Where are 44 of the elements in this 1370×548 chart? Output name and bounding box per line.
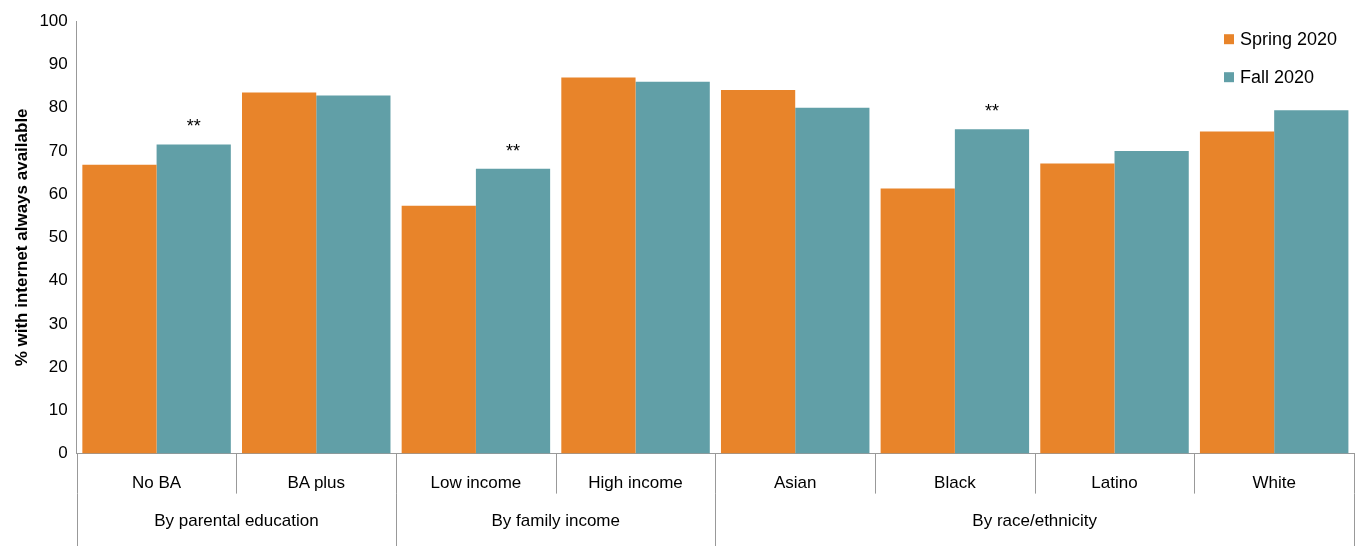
y-tick-label: 10	[48, 400, 68, 420]
bar	[635, 81, 710, 454]
bar	[795, 107, 870, 454]
bar	[1274, 110, 1349, 454]
y-tick-label: 0	[58, 443, 68, 463]
y-tick-label: 40	[48, 270, 68, 290]
bar	[316, 95, 391, 454]
bar	[561, 77, 636, 454]
text: By race/ethnicity	[972, 511, 1098, 531]
annotation: **	[186, 116, 201, 137]
y-axis-title: % with internet always available	[11, 108, 31, 367]
x-tick-label: White	[1252, 473, 1296, 493]
text: By parental education	[154, 511, 319, 531]
y-tick-label: 50	[48, 227, 68, 247]
x-tick-label: Black	[934, 473, 977, 493]
y-tick-label: 60	[48, 183, 68, 203]
bar	[1114, 150, 1189, 454]
y-tick-label: 100	[39, 10, 68, 30]
bar	[880, 188, 955, 454]
y-tick-label: 80	[48, 97, 68, 117]
y-tick-label: 30	[48, 313, 68, 333]
bar	[1040, 163, 1115, 454]
annotation: **	[984, 101, 999, 122]
legend-label: Fall 2020	[1240, 67, 1315, 88]
y-tick-label: 70	[48, 140, 68, 160]
bar	[82, 164, 157, 454]
bar	[401, 205, 476, 454]
bar	[156, 144, 231, 454]
x-tick-label: Low income	[430, 473, 522, 493]
y-tick-label: 20	[48, 356, 68, 376]
bar	[1199, 131, 1275, 454]
annotation: **	[506, 140, 521, 161]
x-tick-label: No BA	[132, 473, 182, 493]
legend-label: Spring 2020	[1240, 29, 1338, 50]
x-tick-label: Latino	[1091, 473, 1138, 493]
bar	[475, 168, 551, 454]
text: By family income	[491, 511, 620, 531]
x-tick-label: BA plus	[287, 473, 346, 493]
bar	[242, 92, 317, 454]
x-tick-label: Asian	[773, 473, 817, 493]
bar	[954, 129, 1030, 454]
bar	[720, 89, 796, 454]
x-tick-label: High income	[588, 473, 683, 493]
y-tick-label: 90	[48, 54, 68, 74]
